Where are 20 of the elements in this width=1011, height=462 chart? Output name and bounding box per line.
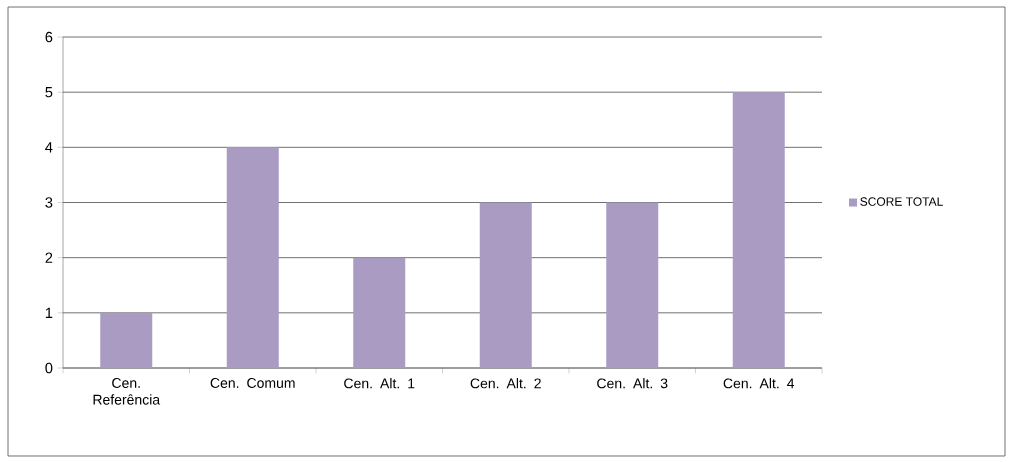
bar: [100, 312, 153, 368]
x-tick-label: Cen. Alt. 1: [344, 378, 415, 389]
y-tick-label: 2: [45, 252, 53, 263]
bar: [732, 92, 785, 368]
legend-label: SCORE TOTAL: [860, 197, 943, 206]
x-tick-label: Cen. Referência: [93, 378, 161, 405]
y-tick-label: 1: [45, 307, 53, 318]
x-tick-label: Cen. Alt. 3: [597, 378, 668, 389]
y-tick-label: 5: [45, 87, 53, 98]
x-tick-label: Cen. Alt. 4: [723, 378, 795, 389]
x-tick-label: Cen. Alt. 2: [470, 378, 541, 389]
x-tick-label: Cen. Comum: [210, 378, 295, 388]
bar: [353, 257, 406, 368]
y-tick-label: 0: [45, 362, 53, 374]
y-tick-label: 6: [45, 31, 53, 43]
y-tick-label: 3: [45, 197, 53, 208]
bar: [479, 202, 532, 368]
bar: [226, 147, 279, 368]
y-tick-label: 4: [45, 142, 53, 153]
bar: [606, 202, 659, 368]
